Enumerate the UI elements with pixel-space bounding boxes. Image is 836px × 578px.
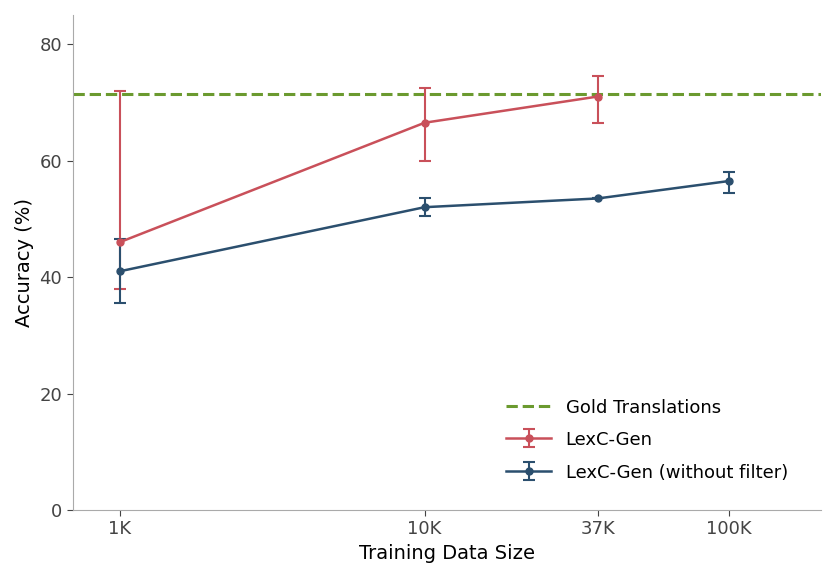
Legend: Gold Translations, LexC-Gen, LexC-Gen (without filter): Gold Translations, LexC-Gen, LexC-Gen (w…	[497, 390, 797, 491]
Y-axis label: Accuracy (%): Accuracy (%)	[15, 198, 34, 327]
X-axis label: Training Data Size: Training Data Size	[359, 544, 535, 563]
